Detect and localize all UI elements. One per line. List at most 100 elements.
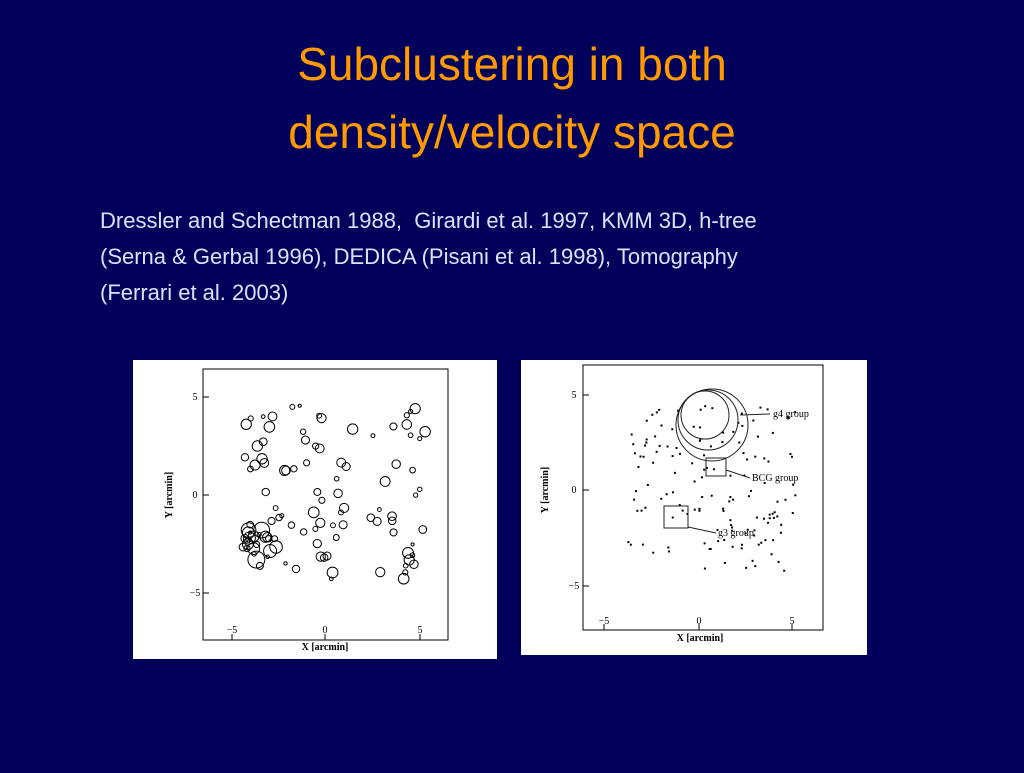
point: [629, 543, 632, 546]
point: [658, 444, 661, 447]
point: [780, 523, 783, 526]
point: [678, 452, 681, 455]
point: [256, 453, 268, 465]
point: [642, 455, 645, 458]
point: [743, 474, 746, 477]
point: [312, 538, 322, 549]
y-tick-label: 0: [572, 485, 577, 496]
point: [652, 461, 655, 464]
point: [401, 419, 413, 430]
annotation: g4 group: [773, 409, 809, 420]
point: [740, 543, 743, 546]
axis-label: Y [arcmin]: [164, 472, 175, 518]
point: [693, 508, 696, 511]
point: [723, 538, 726, 541]
point: [247, 415, 254, 422]
point: [409, 552, 416, 558]
point: [275, 513, 283, 522]
point: [716, 528, 719, 531]
point: [267, 411, 278, 422]
point: [678, 504, 681, 507]
point: [240, 453, 250, 462]
point: [766, 408, 769, 411]
point: [640, 509, 643, 512]
axis-label: X [arcmin]: [302, 642, 349, 653]
point: [330, 522, 336, 529]
point: [660, 497, 663, 500]
point: [419, 425, 431, 438]
point: [773, 511, 776, 514]
point: [637, 465, 640, 468]
point: [267, 516, 276, 526]
point: [263, 544, 278, 559]
point: [397, 572, 410, 585]
point: [711, 407, 714, 410]
point: [412, 492, 419, 498]
point: [655, 450, 658, 453]
point: [772, 539, 775, 542]
point: [633, 498, 636, 501]
point: [722, 431, 725, 434]
x-tick-label: −5: [599, 616, 610, 627]
point: [255, 561, 264, 570]
point: [705, 467, 708, 470]
point: [409, 559, 419, 569]
point: [712, 468, 715, 471]
point: [391, 459, 401, 469]
point: [315, 551, 326, 562]
point: [634, 490, 637, 493]
point: [408, 408, 414, 415]
point: [290, 465, 298, 473]
point: [645, 438, 648, 441]
x-tick-label: 0: [697, 616, 702, 627]
point: [776, 515, 779, 518]
plot-frame: [582, 364, 824, 631]
point: [671, 516, 674, 519]
point: [265, 554, 270, 560]
point: [341, 462, 351, 471]
point: [313, 487, 322, 496]
point: [740, 547, 743, 550]
point: [409, 466, 416, 474]
y-tick-label: 5: [572, 390, 577, 401]
point: [633, 452, 636, 455]
point: [777, 560, 780, 563]
point: [752, 419, 755, 422]
point: [260, 414, 266, 419]
y-tick-label: 5: [193, 392, 198, 403]
point: [410, 542, 415, 547]
point: [710, 494, 713, 497]
point: [744, 532, 747, 535]
point: [709, 445, 712, 448]
point: [757, 543, 760, 546]
point: [338, 502, 350, 514]
point: [651, 413, 654, 416]
point: [660, 424, 663, 427]
point: [701, 496, 704, 499]
point: [312, 442, 320, 450]
point: [729, 496, 732, 499]
point: [732, 498, 735, 501]
point: [668, 550, 671, 553]
body-line: Dressler and Schectman 1988, Girardi et …: [100, 208, 757, 233]
point: [747, 495, 750, 498]
point: [754, 455, 757, 458]
point: [738, 441, 741, 444]
point: [291, 564, 301, 574]
point: [759, 406, 762, 409]
point: [287, 521, 296, 529]
point: [767, 460, 770, 463]
point: [259, 458, 270, 468]
point: [403, 412, 410, 419]
point: [245, 536, 252, 543]
x-tick-label: −5: [227, 625, 238, 636]
point: [375, 567, 386, 578]
point: [333, 475, 340, 482]
point: [646, 483, 649, 486]
point: [636, 509, 639, 512]
point: [704, 405, 707, 408]
point: [698, 507, 701, 510]
point: [753, 534, 756, 537]
point: [389, 528, 398, 537]
